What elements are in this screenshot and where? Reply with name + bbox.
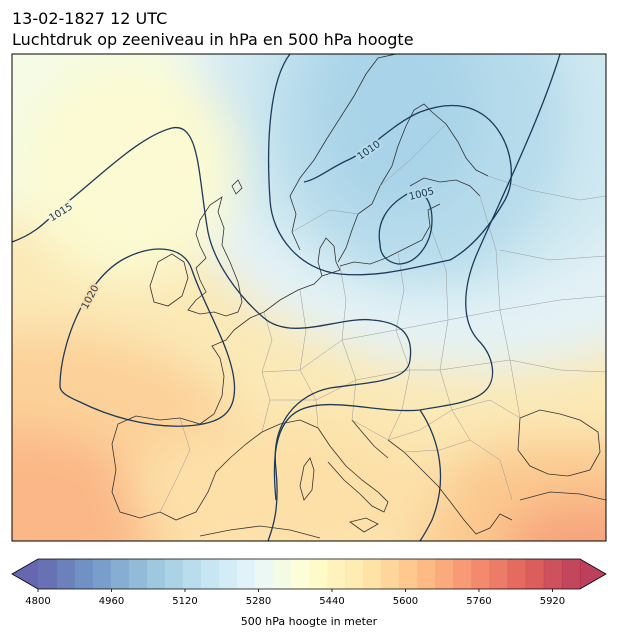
- colorbar-segment: [417, 559, 436, 589]
- colorbar-segment: [38, 559, 57, 589]
- isobar-1015: [12, 127, 412, 541]
- colorbar-segment: [453, 559, 472, 589]
- map-title-date: 13-02-1827 12 UTC: [12, 9, 168, 28]
- colorbar-segment: [92, 559, 111, 589]
- colorbar-tick-label: 5120: [172, 596, 197, 607]
- colorbar: [11, 558, 607, 590]
- isobars: [12, 54, 561, 541]
- colorbar-segment: [543, 559, 563, 589]
- isobar-south: [419, 409, 442, 541]
- colorbar-segment: [399, 559, 418, 589]
- colorbar-extend-min: [12, 559, 38, 589]
- map-title-description: Luchtdruk op zeeniveau in hPa en 500 hPa…: [12, 30, 414, 49]
- coast-north-africa: [199, 525, 321, 539]
- colorbar-extend-max: [580, 559, 606, 589]
- colorbar-segment: [345, 559, 364, 589]
- colorbar-segment: [471, 559, 490, 589]
- colorbar-ticks: 4800 4960 5120 5280 5440 5600 5760 5920: [25, 589, 565, 607]
- colorbar-segment: [200, 559, 219, 589]
- isobar-1010-east: [273, 54, 561, 501]
- colorbar-segment: [272, 559, 292, 589]
- colorbar-segment: [74, 559, 93, 589]
- map-frame: [11, 53, 607, 542]
- colorbar-segment: [146, 559, 165, 589]
- colorbar-segment: [327, 559, 346, 589]
- colorbar-segment: [507, 559, 527, 589]
- colorbar-tick-label: 5440: [319, 596, 344, 607]
- colorbar-segment: [182, 559, 201, 589]
- colorbar-segment: [110, 559, 129, 589]
- colorbar-segment: [254, 559, 274, 589]
- coast-norway: [289, 54, 397, 251]
- colorbar-tick-label: 4800: [25, 596, 50, 607]
- coast-sicily: [349, 517, 379, 533]
- coast-baltic-south: [339, 203, 441, 267]
- country-borders: [159, 123, 606, 513]
- colorbar-segment: [56, 559, 75, 589]
- colorbar-tick-label: 4960: [99, 596, 124, 607]
- colorbar-segment: [236, 559, 256, 589]
- colorbar-segment: [290, 559, 310, 589]
- colorbar-segment: [381, 559, 400, 589]
- colorbar-tick-label: 5760: [466, 596, 491, 607]
- coast-finland: [431, 111, 489, 177]
- coastlines: [111, 54, 606, 539]
- isobar-1020: [59, 248, 236, 427]
- coast-corsica-sardinia: [299, 457, 315, 501]
- colorbar-segment: [309, 559, 328, 589]
- colorbar-tick-label: 5920: [540, 596, 565, 607]
- colorbar-segment: [435, 559, 454, 589]
- coast-italy: [261, 419, 389, 513]
- coast-france-iberia: [111, 329, 263, 521]
- colorbar-tick-label: 5600: [393, 596, 418, 607]
- colorbar-tick-label: 5280: [246, 596, 271, 607]
- colorbar-segment: [489, 559, 509, 589]
- colorbar-segment: [128, 559, 147, 589]
- isobar-1005: [378, 190, 433, 265]
- coast-ireland: [149, 253, 189, 307]
- colorbar-segment: [164, 559, 183, 589]
- coast-great-britain: [187, 196, 243, 317]
- coast-sweden: [337, 103, 433, 263]
- colorbar-segment: [525, 559, 545, 589]
- colorbar-segment: [561, 559, 581, 589]
- colorbar-label: 500 hPa hoogte in meter: [241, 615, 378, 628]
- coast-balkans: [387, 439, 513, 535]
- coast-black-sea: [517, 409, 601, 477]
- coast-denmark: [317, 237, 341, 277]
- colorbar-segment: [218, 559, 238, 589]
- coast-continent-north: [233, 275, 323, 331]
- colorbar-segment: [363, 559, 382, 589]
